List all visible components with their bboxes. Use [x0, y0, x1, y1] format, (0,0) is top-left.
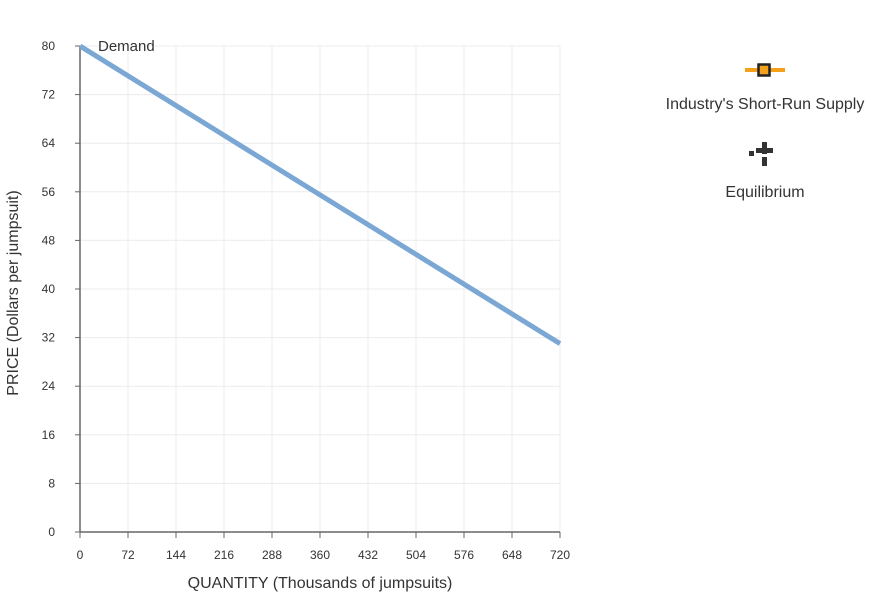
x-axis-title: QUANTITY (Thousands of jumpsuits) — [188, 575, 453, 592]
y-tick-label: 8 — [48, 476, 55, 490]
demand-curve[interactable] — [78, 43, 562, 346]
y-tick-label: 40 — [42, 282, 56, 296]
orange-square-marker-icon[interactable] — [744, 60, 786, 80]
gridlines — [80, 45, 561, 532]
y-tick-label: 0 — [48, 525, 55, 539]
y-tick-label: 80 — [42, 39, 56, 53]
y-tick-label: 56 — [42, 185, 56, 199]
x-tick-label: 360 — [310, 548, 330, 562]
x-tick-label: 432 — [358, 548, 378, 562]
y-axis-title: PRICE (Dollars per jumpsuit) — [5, 190, 22, 395]
x-tick-label: 720 — [550, 548, 570, 562]
x-tick-label: 648 — [502, 548, 522, 562]
legend: Industry's Short-Run Supply Equilibrium — [640, 60, 890, 202]
x-tick-label: 216 — [214, 548, 234, 562]
x-tick-label: 0 — [77, 548, 84, 562]
y-tick-label: 64 — [42, 136, 56, 150]
legend-label-supply: Industry's Short-Run Supply — [665, 96, 865, 113]
legend-label-equilibrium: Equilibrium — [725, 184, 805, 201]
series-layer[interactable]: Demand — [78, 38, 562, 346]
y-tick-label: 16 — [42, 428, 56, 442]
x-tick-label: 72 — [121, 548, 135, 562]
cross-marker-icon[interactable] — [744, 140, 786, 168]
y-tick-label: 72 — [42, 88, 56, 102]
chart-area: 0 8 16 24 32 40 48 56 64 72 80 0 72 144 216 288 360 432 5… — [5, 38, 570, 592]
y-tick-label: 32 — [42, 331, 56, 345]
x-tick-label: 288 — [262, 548, 282, 562]
x-tick-label: 144 — [166, 548, 186, 562]
x-axis-ticks: 0 72 144 216 288 360 432 504 576 648 720 — [77, 532, 570, 562]
y-tick-label: 24 — [42, 379, 56, 393]
x-tick-label: 576 — [454, 548, 474, 562]
y-tick-label: 48 — [42, 233, 56, 247]
y-axis-ticks: 0 8 16 24 32 40 48 56 64 72 80 — [42, 39, 80, 539]
x-tick-label: 504 — [406, 548, 426, 562]
legend-item-supply[interactable]: Industry's Short-Run Supply — [640, 60, 890, 114]
legend-item-equilibrium[interactable]: Equilibrium — [640, 140, 890, 202]
demand-curve-label: Demand — [98, 38, 155, 55]
